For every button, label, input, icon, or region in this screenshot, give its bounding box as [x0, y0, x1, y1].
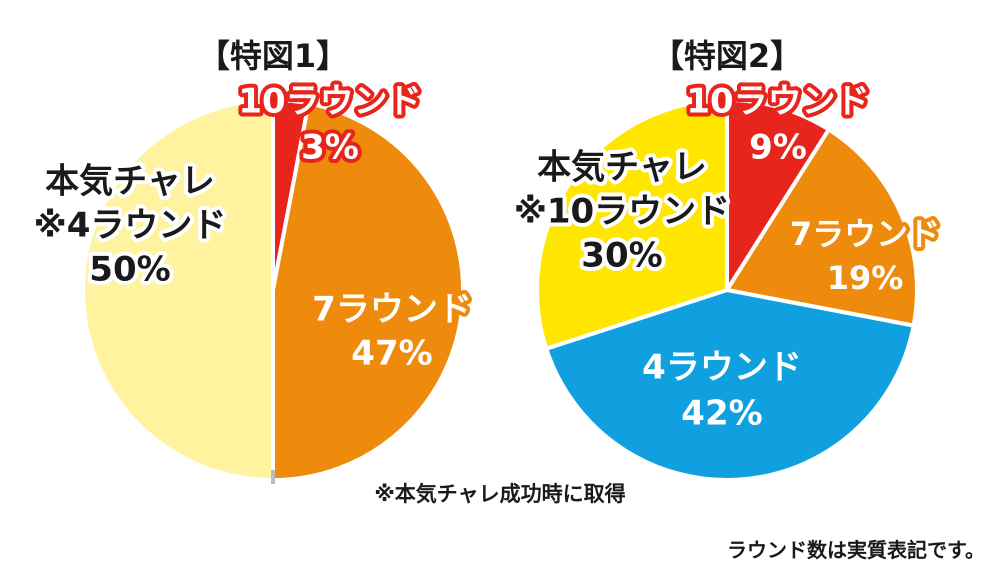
- slice-label-outline: 7ラウンド: [790, 215, 940, 253]
- disclaimer-text: ラウンド数は実質表記です。: [727, 538, 985, 562]
- slice-value: 50%: [89, 250, 170, 290]
- chart-title: 【特図1】: [198, 37, 348, 75]
- slice-label-outline: 本気チャレ: [45, 162, 215, 202]
- slice-value-outline: 19%: [827, 259, 904, 297]
- slice-label: 10ラウンド: [686, 82, 869, 122]
- slice-value-outline: 9%: [749, 128, 807, 168]
- slice-label-outline: 本気チャレ: [537, 148, 707, 188]
- slice-label: 10ラウンド: [238, 82, 421, 122]
- slice-value: 3%: [301, 128, 359, 168]
- divider-marker: [271, 470, 275, 484]
- pie-slice-2: [271, 101, 465, 482]
- pie-chart-1: 【特図1】10ラウンド10ラウンド3%3%7ラウンド7ラウンド47%47%本気チ…: [30, 37, 476, 484]
- slice-value: 42%: [681, 394, 762, 434]
- slice-value: 30%: [581, 236, 662, 276]
- slice-value-outline: 50%: [89, 250, 170, 290]
- slice-label: ※10ラウンド: [514, 192, 730, 232]
- slices: [81, 98, 465, 482]
- slice-label-outline: 10ラウンド: [238, 82, 421, 122]
- pie-chart-2: 【特図2】10ラウンド10ラウンド9%9%7ラウンド7ラウンド19%19%4ラウ…: [510, 37, 944, 482]
- slice-value: 9%: [749, 128, 807, 168]
- slice-value-outline: 47%: [351, 334, 432, 374]
- slice-value: 19%: [827, 259, 904, 297]
- slice-label: 7ラウンド: [312, 290, 472, 330]
- slice-label: ※4ラウンド: [34, 206, 227, 246]
- footnote-text: ※本気チャレ成功時に取得: [374, 482, 625, 506]
- pie-slice-3: [81, 98, 275, 482]
- slices: [535, 98, 919, 482]
- slice-label-outline: ※10ラウンド: [514, 192, 730, 232]
- slice-label: 本気チャレ: [537, 148, 707, 188]
- slice-value-outline: 30%: [581, 236, 662, 276]
- slice-label: 7ラウンド: [790, 215, 940, 253]
- slice-label-outline: 7ラウンド: [312, 290, 472, 330]
- chart-title: 【特図2】: [652, 37, 802, 75]
- pie-slice-4: [535, 98, 729, 351]
- slice-label-outline: ※4ラウンド: [34, 206, 227, 246]
- slice-value-outline: 3%: [301, 128, 359, 168]
- slice-label: 4ラウンド: [642, 348, 802, 388]
- slice-label-outline: 4ラウンド: [642, 348, 802, 388]
- slice-value: 47%: [351, 334, 432, 374]
- pie-slice-3: [544, 288, 916, 482]
- slice-label: 本気チャレ: [45, 162, 215, 202]
- pie-slice-2: [725, 127, 919, 328]
- slice-label-outline: 10ラウンド: [686, 82, 869, 122]
- slice-value-outline: 42%: [681, 394, 762, 434]
- pie-slice-1: [725, 98, 831, 292]
